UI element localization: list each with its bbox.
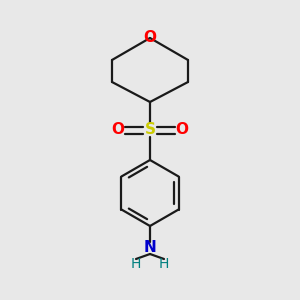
Text: O: O: [112, 122, 124, 137]
Text: S: S: [145, 122, 155, 137]
Text: H: H: [159, 257, 169, 271]
Text: N: N: [144, 241, 156, 256]
Text: H: H: [131, 257, 141, 271]
Text: O: O: [143, 31, 157, 46]
Text: O: O: [176, 122, 188, 137]
